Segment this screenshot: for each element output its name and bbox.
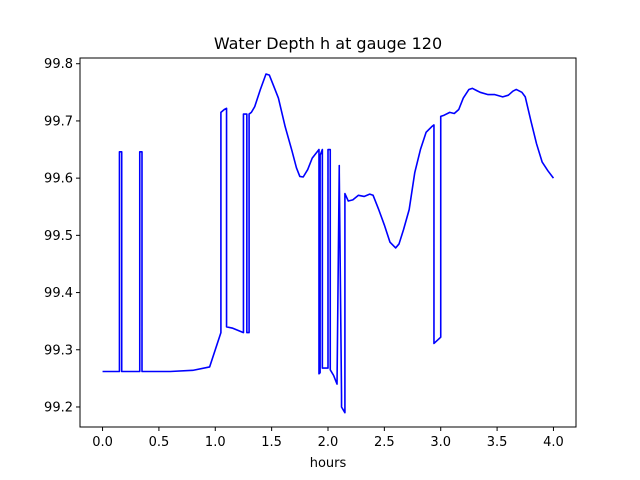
x-tick-label: 0.0 [92,435,113,450]
x-tick-label: 1.5 [261,435,282,450]
y-tick-label: 99.2 [44,400,73,415]
y-tick-label: 99.8 [44,57,73,72]
x-axis: 0.0 0.5 1.0 1.5 2.0 2.5 3.0 3.5 4.0 [92,427,564,450]
x-tick-label: 0.5 [149,435,170,450]
y-tick-label: 99.7 [44,114,73,129]
y-axis: 99.2 99.3 99.4 99.5 99.6 99.7 99.8 [44,57,80,415]
x-tick-label: 4.0 [543,435,564,450]
y-tick-label: 99.5 [44,229,73,244]
x-tick-label: 3.0 [430,435,451,450]
x-axis-label: hours [310,456,347,471]
x-tick-label: 1.0 [205,435,226,450]
y-tick-label: 99.3 [44,343,73,358]
x-tick-label: 2.5 [374,435,395,450]
chart-title: Water Depth h at gauge 120 [214,34,442,53]
y-tick-label: 99.6 [44,172,73,187]
x-tick-label: 2.0 [318,435,339,450]
y-tick-label: 99.4 [44,286,73,301]
x-tick-label: 3.5 [487,435,508,450]
series-line-0 [102,73,555,414]
